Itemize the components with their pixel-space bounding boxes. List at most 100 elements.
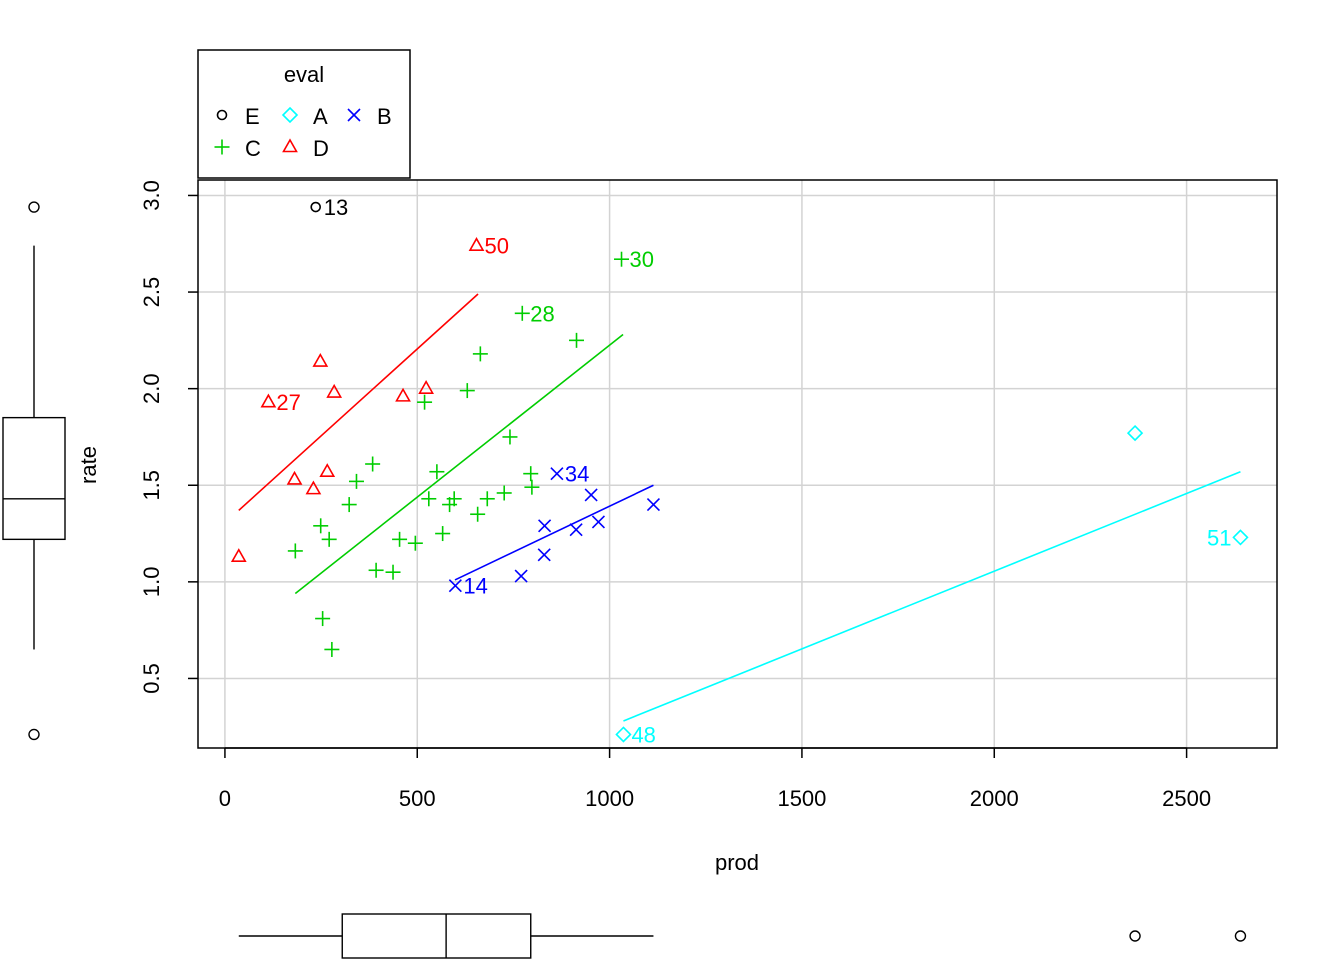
y-tick-label: 1.0 — [139, 567, 164, 598]
data-point-C — [385, 564, 401, 580]
fit-line-A — [623, 470, 1241, 722]
legend-label-E: E — [245, 104, 260, 129]
data-point-C — [523, 466, 539, 482]
data-point-D — [260, 393, 277, 408]
legend-label-D: D — [313, 136, 329, 161]
data-point-B — [448, 579, 462, 593]
y-tick-label: 2.0 — [139, 373, 164, 404]
data-point-D — [326, 383, 343, 398]
point-label: 30 — [630, 247, 654, 272]
y-box-iqr — [2, 416, 66, 541]
y-tick-label: 0.5 — [139, 663, 164, 694]
data-point-C — [348, 473, 364, 489]
point-label: 27 — [276, 390, 300, 415]
y-tick-label: 2.5 — [139, 277, 164, 308]
data-point-D — [319, 463, 336, 478]
point-label: 13 — [324, 195, 348, 220]
data-point-C — [524, 479, 540, 495]
data-point-C — [569, 332, 585, 348]
legend-label-B: B — [377, 104, 392, 129]
x-tick-label: 1000 — [585, 786, 634, 811]
legend-label-C: C — [245, 136, 261, 161]
data-point-C — [470, 506, 486, 522]
data-point-C — [446, 491, 462, 507]
data-point-D — [468, 237, 485, 251]
data-point-C — [472, 346, 488, 362]
point-label: 14 — [463, 574, 487, 599]
data-point-B — [514, 569, 528, 583]
y-marginal-boxplot — [2, 201, 66, 741]
x-tick-label: 2000 — [970, 786, 1019, 811]
data-point-D — [230, 548, 247, 563]
data-point-C — [313, 518, 329, 534]
x-axis: 0 500 1000 1500 2000 2500 — [219, 747, 1211, 811]
x-tick-label: 500 — [399, 786, 436, 811]
data-point-D — [286, 470, 303, 485]
x-tick-label: 2500 — [1162, 786, 1211, 811]
y-box-outlier — [28, 728, 40, 741]
point-labels: 13 27 50 28 30 14 34 48 51 — [276, 195, 1231, 747]
legend-title: eval — [284, 62, 324, 87]
data-point-D — [305, 480, 322, 495]
data-point-D — [312, 352, 329, 367]
point-label: 51 — [1207, 525, 1231, 550]
data-point-C — [321, 531, 337, 547]
point-label: 28 — [530, 301, 554, 326]
legend-marker-A — [281, 106, 299, 124]
x-box-outlier — [1234, 930, 1247, 942]
legend-marker-E — [216, 109, 228, 121]
data-point-C — [496, 485, 512, 501]
x-marginal-boxplot — [238, 913, 1247, 959]
fit-line-C — [294, 333, 624, 595]
legend-marker-B — [347, 108, 361, 122]
data-point-A — [1232, 529, 1249, 546]
y-tick-label: 3.0 — [139, 180, 164, 211]
data-point-B — [550, 467, 564, 481]
fit-line-B — [454, 484, 654, 581]
data-point-C — [502, 429, 518, 445]
y-box-outlier — [28, 201, 40, 213]
data-point-C — [368, 562, 384, 578]
data-point-C — [435, 526, 451, 542]
data-point-A — [615, 726, 632, 743]
data-point-C — [365, 456, 381, 472]
point-label: 34 — [565, 462, 589, 487]
x-box-iqr — [341, 913, 532, 959]
data-point-A — [1126, 424, 1144, 442]
data-point-C — [479, 491, 495, 507]
point-label: 50 — [485, 234, 509, 259]
y-axis: 0.5 1.0 1.5 2.0 2.5 3.0 — [139, 180, 198, 694]
x-axis-label: prod — [715, 850, 759, 875]
data-point-B — [537, 548, 551, 562]
x-tick-label: 0 — [219, 786, 231, 811]
data-point-C — [407, 535, 423, 551]
data-point-D — [395, 387, 411, 402]
data-point-C — [614, 251, 630, 267]
legend: eval EC AD B — [197, 49, 411, 179]
data-point-C — [429, 464, 445, 480]
data-point-B — [538, 519, 552, 533]
data-point-B — [569, 523, 583, 537]
data-point-C — [287, 543, 303, 559]
point-label: 48 — [631, 722, 655, 747]
data-point-C — [421, 491, 437, 507]
data-point-B — [591, 515, 606, 529]
fit-line-D — [238, 293, 479, 511]
data-point-B — [584, 488, 598, 502]
data-point-C — [459, 383, 475, 399]
x-box-outlier — [1129, 930, 1141, 942]
data-point-C — [514, 305, 530, 321]
data-point-C — [392, 531, 408, 547]
legend-marker-C — [214, 139, 230, 155]
legend-box — [197, 49, 411, 179]
grid-lines — [198, 180, 1277, 748]
data-point-C — [324, 641, 340, 657]
regression-lines — [238, 293, 1241, 722]
y-axis-label: rate — [76, 446, 101, 484]
data-point-C — [417, 394, 433, 410]
data-point-B — [646, 498, 661, 512]
y-tick-label: 1.5 — [139, 470, 164, 501]
data-point-C — [315, 611, 331, 627]
data-point-E — [310, 201, 322, 213]
